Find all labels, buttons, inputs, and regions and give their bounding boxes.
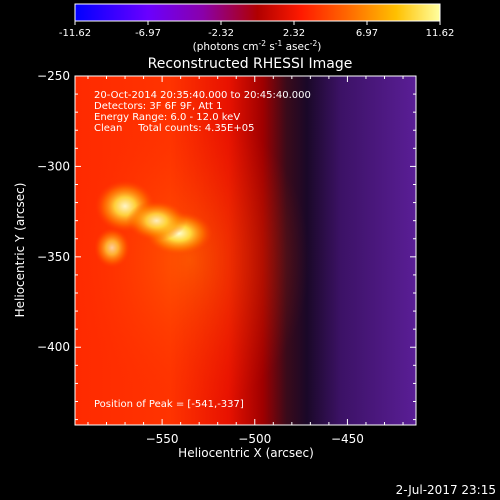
colorbar-tick-label: 11.62 xyxy=(426,28,455,39)
heatmap-image xyxy=(75,76,416,425)
colorbar-tick-label: 2.32 xyxy=(283,28,305,39)
render-timestamp: 2-Jul-2017 23:15 xyxy=(396,483,496,497)
emission-source xyxy=(126,200,187,241)
colorbar-ticks: -11.62 -6.97 -2.32 2.32 6.97 11.62 xyxy=(59,21,454,39)
colorbar-frame xyxy=(74,3,441,22)
emission-source xyxy=(94,227,131,268)
annotation-time-range: 20-Oct-2014 20:35:40.000 to 20:45:40.000 xyxy=(94,90,311,101)
annotation-energy-range: Energy Range: 6.0 - 12.0 keV xyxy=(94,112,240,123)
colorbar-tick-label: 6.97 xyxy=(356,28,378,39)
y-tick-label: −400 xyxy=(37,340,70,354)
x-tick-label: −450 xyxy=(331,432,364,446)
x-tick-label: −550 xyxy=(146,432,179,446)
y-axis-label: Heliocentric Y (arcsec) xyxy=(13,183,27,318)
colorbar-unit-label: (photons cm-2 s-1 asec-2) xyxy=(193,39,322,53)
chart-title: Reconstructed RHESSI Image xyxy=(148,56,353,72)
y-tick-label: −350 xyxy=(37,250,70,264)
axis-ticks: −550 −500 −450 −250 −300 −350 −400 xyxy=(37,69,416,446)
y-tick-label: −300 xyxy=(37,159,70,173)
annotation-clean-counts: Clean Total counts: 4.35E+05 xyxy=(94,123,254,134)
colorbar xyxy=(75,4,440,21)
annotations: 20-Oct-2014 20:35:40.000 to 20:45:40.000… xyxy=(94,90,311,134)
colorbar-tick-label: -2.32 xyxy=(208,28,234,39)
colorbar-tick-label: -6.97 xyxy=(135,28,161,39)
y-tick-label: −250 xyxy=(37,69,70,83)
peak-position-label: Position of Peak = [-541,-337] xyxy=(94,399,244,410)
annotation-detectors: Detectors: 3F 6F 9F, Att 1 xyxy=(94,101,222,112)
x-axis-label: Heliocentric X (arcsec) xyxy=(178,446,314,460)
plot-frame xyxy=(74,75,417,426)
x-tick-label: −500 xyxy=(238,432,271,446)
colorbar-tick-label: -11.62 xyxy=(59,28,91,39)
